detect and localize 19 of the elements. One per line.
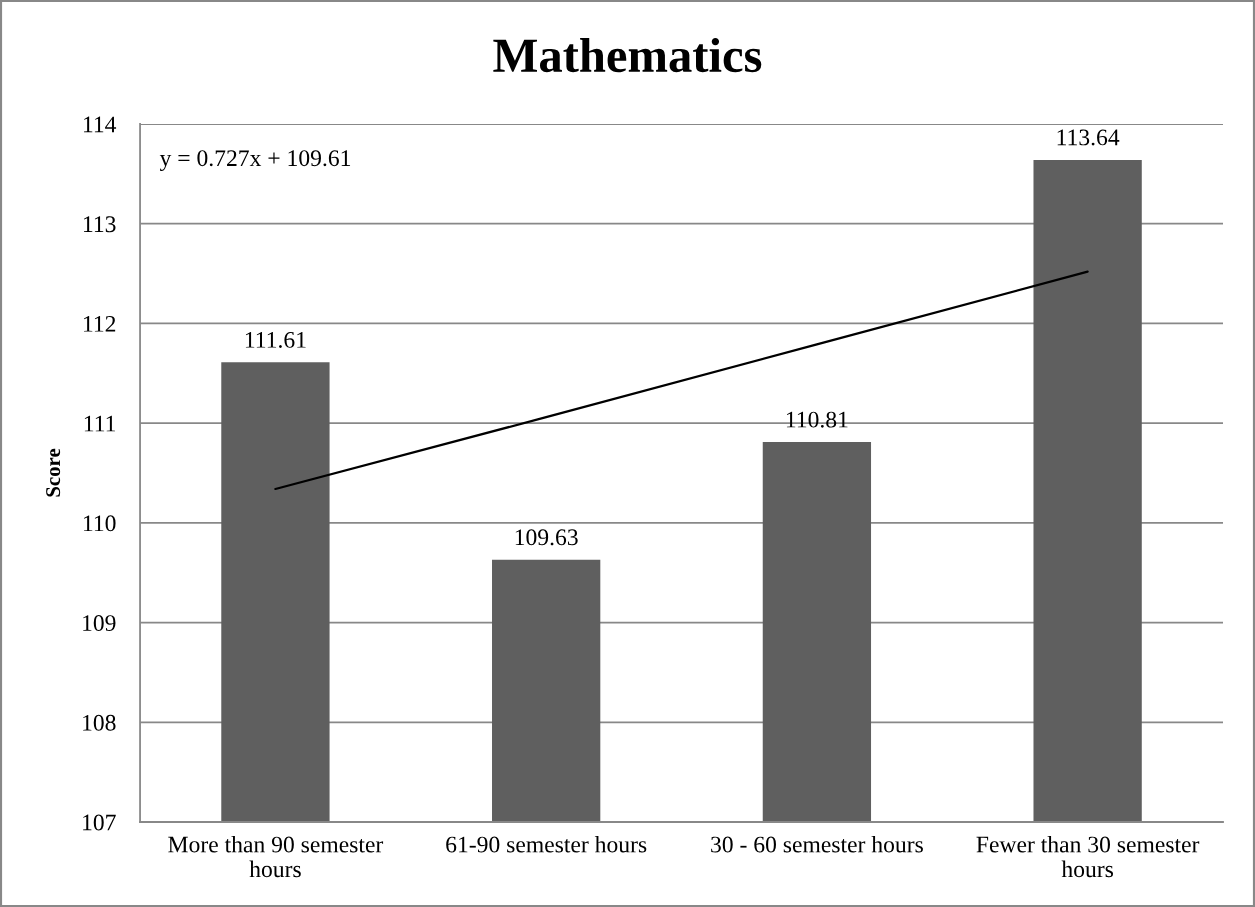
x-tick-label: 30 - 60 semester hours [711, 835, 923, 853]
data-label: 109.63 [515, 529, 578, 546]
data-label: 110.81 [786, 411, 848, 428]
data-label: 111.61 [245, 331, 306, 348]
y-tick-label: 108 [83, 714, 116, 731]
y-tick-label: 112 [83, 315, 116, 332]
y-tick-label: 109 [83, 615, 116, 631]
data-label: 113.64 [1057, 129, 1120, 146]
chart-title: Mathematics [493, 37, 762, 73]
y-tick-label: 113 [83, 216, 116, 233]
x-tick-label: More than 90 semester hours [168, 835, 384, 878]
y-tick-label: 114 [83, 116, 117, 133]
y-axis-title: Score [46, 448, 61, 497]
y-tick-label: 107 [83, 814, 116, 831]
x-tick-label: 61-90 semester hours [446, 835, 647, 853]
annotation: y = 0.727x + 109.61 [159, 150, 351, 171]
y-tick-label: 111 [84, 415, 116, 432]
y-tick-label: 110 [83, 515, 116, 532]
x-tick-label: Fewer than 30 semester hours [976, 835, 1200, 878]
